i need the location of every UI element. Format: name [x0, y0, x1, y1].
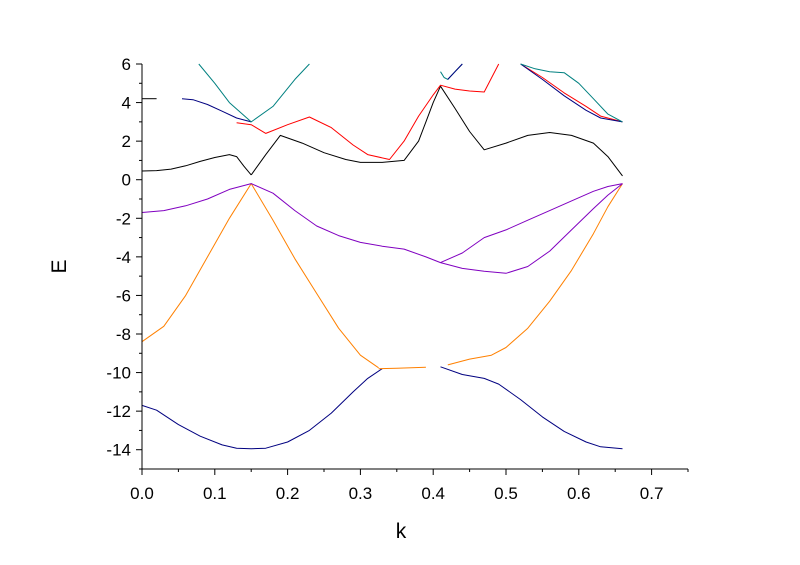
series-line-4 — [378, 366, 426, 370]
series-line-15 — [198, 63, 310, 123]
y-tick-label: -8 — [116, 325, 131, 344]
series-line-12 — [520, 63, 623, 123]
y-tick-label: -14 — [106, 441, 131, 460]
ticks: 0.0 0.1 0.2 0.3 0.4 0.5 0.6 0.7 -14 -12 -10 -8 -6 -4 -… — [106, 55, 689, 503]
series-line-7 — [440, 183, 623, 264]
x-tick-label: 0.0 — [130, 484, 154, 503]
x-tick-label: 0.7 — [640, 484, 664, 503]
series-line-8 — [141, 154, 252, 176]
series-line-6 — [141, 183, 623, 274]
y-tick-label: -10 — [106, 364, 131, 383]
series-line-1 — [141, 368, 383, 450]
series-line-17 — [520, 63, 623, 123]
series-line-14 — [520, 63, 623, 123]
series-line-18 — [447, 63, 463, 80]
axes — [141, 64, 688, 470]
x-axis-label: k — [396, 520, 407, 543]
series-line-16 — [440, 63, 463, 80]
y-tick-label: -12 — [106, 402, 131, 421]
y-tick-label: 2 — [122, 132, 131, 151]
x-tick-label: 0.2 — [276, 484, 300, 503]
y-tick-label: 6 — [122, 55, 131, 74]
x-tick-label: 0.3 — [349, 484, 373, 503]
x-tick-label: 0.4 — [421, 484, 445, 503]
series-line-5 — [447, 183, 623, 366]
y-tick-label: -2 — [116, 209, 131, 228]
x-tick-label: 0.1 — [203, 484, 227, 503]
series-line-2 — [440, 366, 623, 450]
y-tick-label: -6 — [116, 286, 131, 305]
y-tick-label: 4 — [122, 94, 131, 113]
y-tick-label: -4 — [116, 248, 131, 267]
series-group — [141, 63, 623, 450]
y-tick-label: 0 — [122, 171, 131, 190]
y-axis-label: E — [48, 259, 71, 273]
series-line-3 — [141, 183, 379, 369]
x-tick-label: 0.6 — [567, 484, 591, 503]
series-line-9 — [250, 85, 623, 177]
x-tick-label: 0.5 — [494, 484, 518, 503]
series-line-13 — [181, 98, 252, 123]
series-line-11 — [236, 63, 500, 160]
